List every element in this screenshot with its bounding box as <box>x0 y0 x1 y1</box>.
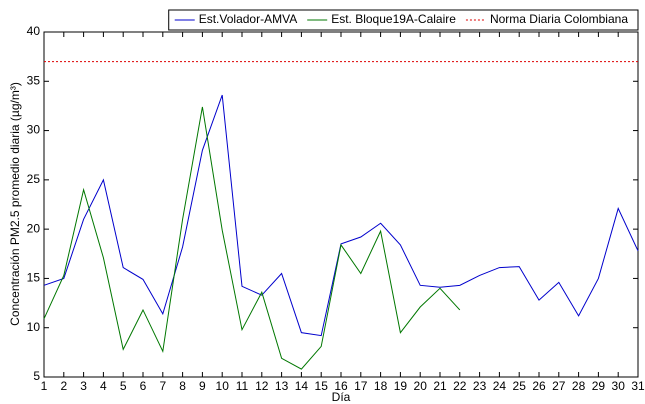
x-tick-label: 19 <box>394 379 408 393</box>
y-tick-label: 30 <box>27 123 41 137</box>
y-tick-label: 15 <box>27 271 41 285</box>
x-tick-label: 10 <box>216 379 230 393</box>
x-tick-label: 3 <box>80 379 87 393</box>
x-tick-label: 4 <box>100 379 107 393</box>
y-tick-label: 40 <box>27 24 41 38</box>
x-tick-label: 28 <box>572 379 586 393</box>
x-tick-label: 22 <box>453 379 467 393</box>
legend-label: Norma Diaria Colombiana <box>490 12 628 26</box>
y-tick-label: 10 <box>27 320 41 334</box>
x-tick-label: 5 <box>120 379 127 393</box>
x-tick-label: 20 <box>414 379 428 393</box>
y-tick-label: 5 <box>33 369 40 383</box>
y-tick-label: 25 <box>27 172 41 186</box>
legend-label: Est.Volador-AMVA <box>199 12 297 26</box>
x-tick-label: 17 <box>354 379 368 393</box>
series-line <box>43 94 639 337</box>
x-tick-label: 27 <box>552 379 566 393</box>
legend-box <box>168 9 639 31</box>
x-tick-label: 6 <box>140 379 147 393</box>
y-tick-label: 20 <box>27 221 41 235</box>
x-tick-label: 25 <box>513 379 527 393</box>
x-tick-label: 9 <box>199 379 206 393</box>
x-tick-label: 31 <box>631 379 645 393</box>
x-tick-label: 11 <box>236 379 249 393</box>
x-tick-label: 26 <box>532 379 546 393</box>
x-tick-label: 12 <box>255 379 269 393</box>
x-tick-label: 7 <box>159 379 166 393</box>
x-tick-label: 16 <box>334 379 348 393</box>
series-line <box>43 106 461 370</box>
y-tick-label: 35 <box>27 73 41 87</box>
x-tick-label: 14 <box>295 379 309 393</box>
x-tick-label: 2 <box>60 379 67 393</box>
x-axis-label: Día <box>332 390 351 404</box>
x-tick-label: 24 <box>493 379 507 393</box>
x-tick-label: 15 <box>315 379 329 393</box>
legend-label: Est. Bloque19A-Calaire <box>331 12 456 26</box>
plot-frame <box>43 31 639 378</box>
x-tick-label: 29 <box>592 379 606 393</box>
x-tick-label: 30 <box>612 379 626 393</box>
x-tick-label: 1 <box>41 379 48 393</box>
x-tick-label: 23 <box>473 379 487 393</box>
x-tick-label: 13 <box>275 379 289 393</box>
x-tick-label: 8 <box>179 379 186 393</box>
x-tick-label: 21 <box>433 379 447 393</box>
x-tick-label: 18 <box>374 379 388 393</box>
y-axis-label: Concentración PM2.5 promedio diaria (µg/… <box>8 82 22 326</box>
